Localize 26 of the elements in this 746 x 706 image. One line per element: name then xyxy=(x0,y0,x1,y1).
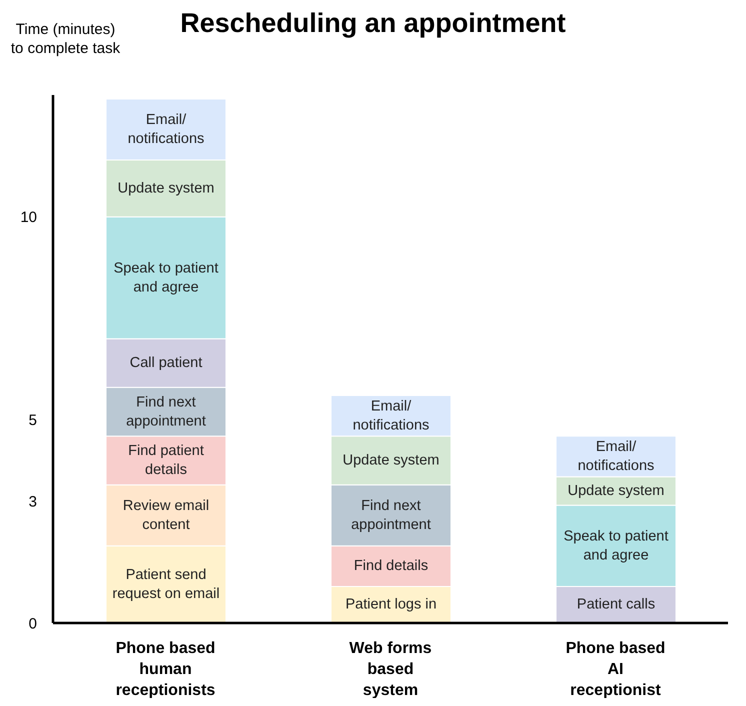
series-label: Patient calls xyxy=(576,596,656,613)
y-tick-label: 3 xyxy=(28,493,37,510)
x-tick-label: Web forms based system xyxy=(349,640,432,699)
series-label: Call patient xyxy=(130,355,202,372)
series-label: Speak to patient and agree xyxy=(114,260,218,296)
series-label: Patient send request on email xyxy=(112,566,220,602)
x-tick-label: Phone based human receptionists xyxy=(116,640,216,699)
y-tick-label: 10 xyxy=(20,209,37,226)
text: Email/notifications xyxy=(128,112,204,148)
series-label: Find next appointment xyxy=(126,394,206,430)
text: Find next appointment xyxy=(351,498,431,533)
series-label: Update system xyxy=(568,483,664,499)
series-label: Review email content xyxy=(122,498,210,533)
y-axis-title: Time (minutes) to complete task xyxy=(10,20,122,58)
series-label: Email/notifications xyxy=(352,398,430,434)
chart-title: Rescheduling an appointment xyxy=(180,8,566,38)
y-tick-label: 0 xyxy=(28,615,37,632)
series-label: Find patient details xyxy=(128,443,204,478)
series-label: Patient logs in xyxy=(345,596,437,613)
text: Email/notifications xyxy=(578,438,654,474)
text: Update system xyxy=(118,180,214,196)
text: Update system xyxy=(342,452,440,469)
series-label: Find details xyxy=(354,558,428,574)
y-tick-label: 5 xyxy=(28,412,37,430)
text: Speak to patient and agree xyxy=(564,528,668,564)
x-tick-label: Phone based AI receptionist xyxy=(566,640,666,699)
